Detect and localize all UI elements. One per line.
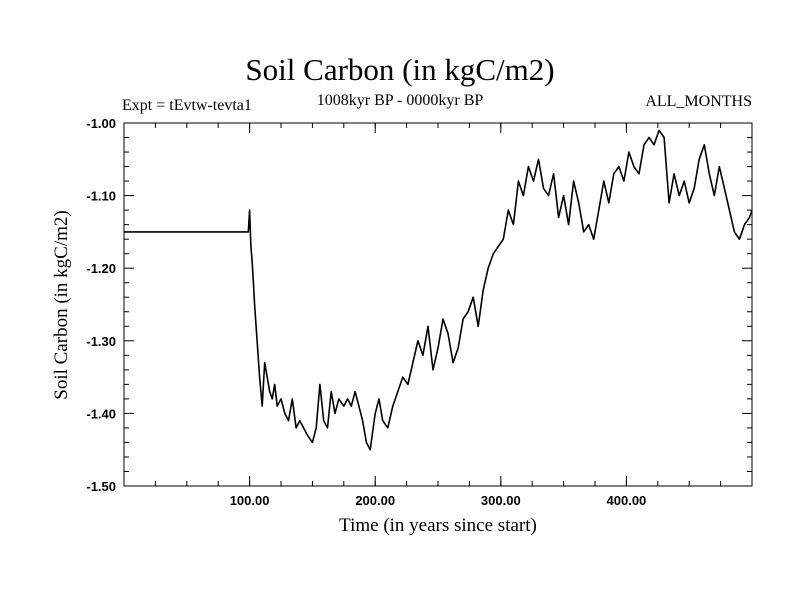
experiment-label: Expt = tEvtw-tevta1 <box>122 97 252 114</box>
y-tick-label: -1.00 <box>86 116 116 131</box>
x-tick-label: 400.00 <box>607 493 647 508</box>
series-layer <box>124 129 753 451</box>
soil-carbon-series-line <box>124 129 753 451</box>
chart-subtitle: 1008kyr BP - 0000kyr BP <box>316 92 484 109</box>
y-tick-label: -1.40 <box>86 406 116 421</box>
x-axis-label: Time (in years since start) <box>339 515 537 536</box>
y-axis-label: Soil Carbon (in kgC/m2) <box>51 210 72 400</box>
y-tick-label: -1.20 <box>86 261 116 276</box>
months-label: ALL_MONTHS <box>645 93 752 110</box>
y-tick-label: -1.50 <box>86 479 116 494</box>
x-tick-label: 300.00 <box>481 493 521 508</box>
plot-frame <box>123 122 753 487</box>
tick-layer <box>124 122 752 487</box>
x-tick-label: 200.00 <box>355 493 395 508</box>
tick-label-layer: 100.00 200.00 300.00 400.00 -1.50 -1.40 -1.30 -… <box>86 116 646 508</box>
y-tick-label: -1.10 <box>86 189 116 204</box>
x-tick-label: 100.00 <box>230 493 270 508</box>
y-tick-label: -1.30 <box>86 334 116 349</box>
chart-title: Soil Carbon (in kgC/m2) <box>245 52 555 87</box>
